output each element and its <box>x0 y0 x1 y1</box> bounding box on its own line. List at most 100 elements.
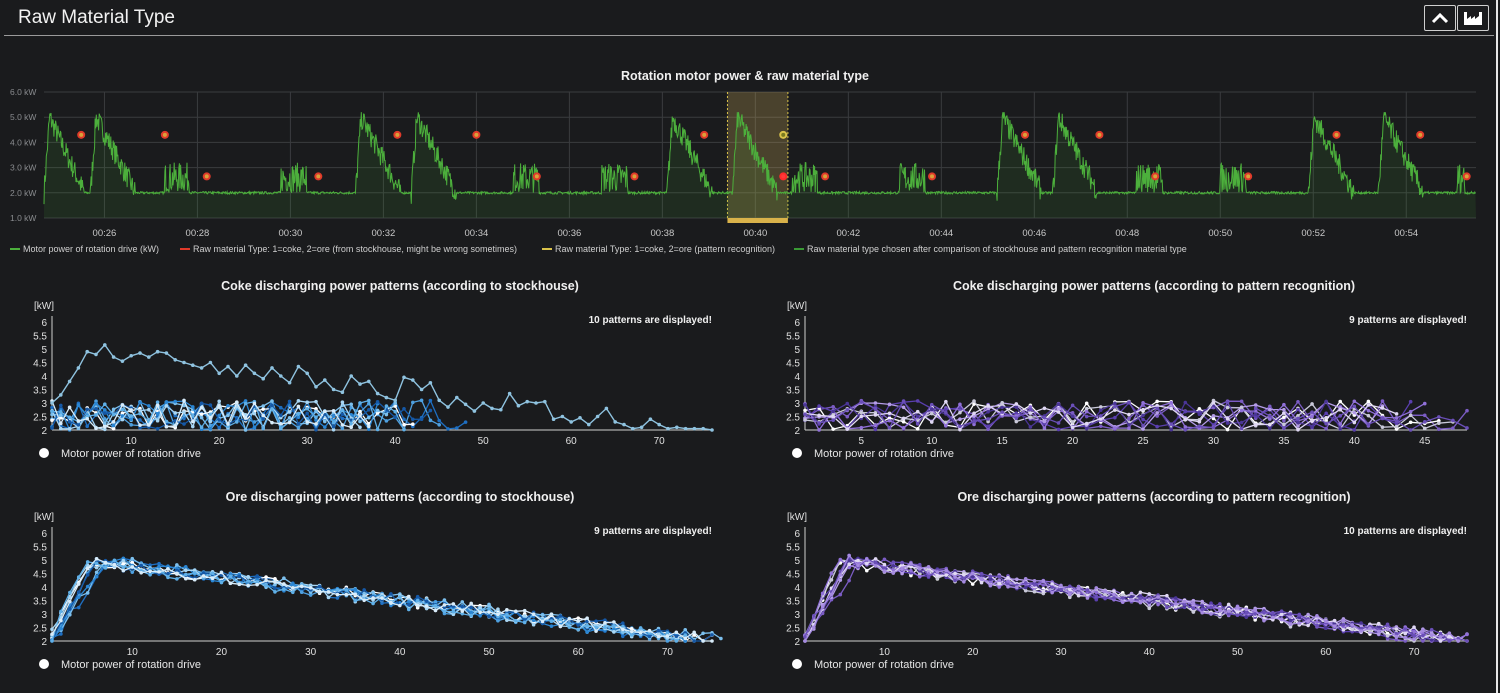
pattern-point <box>129 417 133 422</box>
collapse-button[interactable] <box>1424 5 1456 31</box>
pattern-point <box>1032 579 1037 583</box>
x-tick: 45 <box>1419 436 1431 447</box>
pattern-point <box>85 591 90 595</box>
pattern-point <box>375 427 380 432</box>
pattern-point <box>76 605 81 610</box>
pattern-point <box>1421 628 1425 633</box>
main-y-tick: 5.0 kW <box>10 112 36 122</box>
pattern-point <box>406 594 411 599</box>
pattern-point <box>1070 425 1075 430</box>
pattern-point <box>864 568 869 573</box>
pattern-point <box>1211 413 1216 418</box>
pattern-point <box>1341 622 1346 627</box>
pattern-point <box>1412 625 1416 629</box>
pattern-point <box>155 403 160 408</box>
pattern-point <box>1268 414 1272 418</box>
pattern-point <box>513 609 518 614</box>
pattern-point <box>944 424 948 428</box>
pattern-point <box>831 414 835 419</box>
pattern-point <box>1197 406 1202 411</box>
pattern-point <box>531 622 536 627</box>
pattern-point <box>1282 402 1286 407</box>
pattern-point <box>402 407 406 411</box>
pattern-point <box>1376 622 1381 626</box>
pattern-point <box>859 400 864 404</box>
pattern-point <box>358 401 362 405</box>
pattern-point <box>226 422 230 426</box>
pattern-point <box>1352 399 1357 404</box>
pattern-point <box>398 595 402 599</box>
pattern-point <box>917 562 922 567</box>
pattern-point <box>166 575 170 580</box>
pattern-point <box>917 566 922 571</box>
x-tick: 50 <box>478 436 490 447</box>
pattern-point <box>50 405 54 410</box>
pattern-point <box>1422 420 1427 424</box>
pattern-point <box>314 415 318 420</box>
pattern-point <box>1225 416 1230 421</box>
pattern-line <box>804 558 1468 642</box>
pattern-point <box>103 560 108 565</box>
pattern-point <box>1191 598 1196 603</box>
pattern-point <box>1323 626 1328 631</box>
x-tick: 30 <box>1055 647 1067 658</box>
chart-view-button[interactable] <box>1457 5 1489 31</box>
y-tick: 5 <box>41 345 47 356</box>
main-material-marker-core <box>1334 132 1339 137</box>
pattern-point <box>962 576 966 581</box>
pattern-point <box>175 577 179 581</box>
pattern-point <box>67 405 72 410</box>
main-x-tick: 00:50 <box>1208 228 1232 239</box>
pattern-point <box>683 627 688 632</box>
pattern-point <box>487 606 491 610</box>
pattern-point <box>291 582 295 587</box>
pattern-point <box>433 600 438 604</box>
y-tick: 5.5 <box>33 332 47 343</box>
pattern-point <box>472 409 477 413</box>
pattern-point <box>1297 621 1302 625</box>
pattern-point <box>1380 399 1385 403</box>
pattern-point <box>567 625 572 629</box>
pattern-point <box>1028 411 1033 415</box>
pattern-point <box>94 407 98 411</box>
y-tick: 4 <box>41 372 47 383</box>
pattern-point <box>1288 615 1293 619</box>
pattern-point <box>217 399 221 404</box>
pattern-point <box>358 425 362 430</box>
pattern-point <box>1041 583 1046 587</box>
pattern-point <box>469 610 473 615</box>
pattern-point <box>323 378 327 382</box>
pattern-point <box>129 353 133 358</box>
pattern-point <box>428 408 433 413</box>
pattern-point <box>411 378 415 382</box>
pattern-point <box>1262 618 1266 623</box>
pattern-point <box>59 403 63 408</box>
pattern-point <box>299 590 304 595</box>
main-material-marker-core <box>204 174 209 179</box>
pattern-point <box>657 422 661 427</box>
main-material-marker-core <box>1023 132 1028 137</box>
pattern-point <box>94 570 99 575</box>
pattern-point <box>68 590 72 595</box>
pattern-point <box>900 571 904 576</box>
pattern-point <box>1225 427 1230 432</box>
pattern-point <box>1200 610 1204 615</box>
pattern-point <box>219 570 224 575</box>
pattern-point <box>891 563 896 568</box>
pattern-point <box>1271 611 1275 615</box>
pattern-point <box>1296 414 1300 418</box>
pattern-point <box>986 410 990 414</box>
pattern-point <box>887 411 892 416</box>
pattern-point <box>1282 426 1286 431</box>
pattern-point <box>864 557 869 561</box>
pattern-point <box>1015 577 1019 582</box>
pattern-point <box>1296 407 1300 412</box>
pattern-point <box>1129 598 1134 603</box>
pattern-point <box>1296 416 1300 421</box>
y-axis-label: [kW] <box>34 301 54 312</box>
pattern-point <box>1138 596 1143 601</box>
pattern-point <box>375 411 380 415</box>
pattern-point <box>1412 637 1416 642</box>
pattern-point <box>522 620 527 625</box>
chart-title: Coke discharging power patterns (accordi… <box>953 279 1355 293</box>
